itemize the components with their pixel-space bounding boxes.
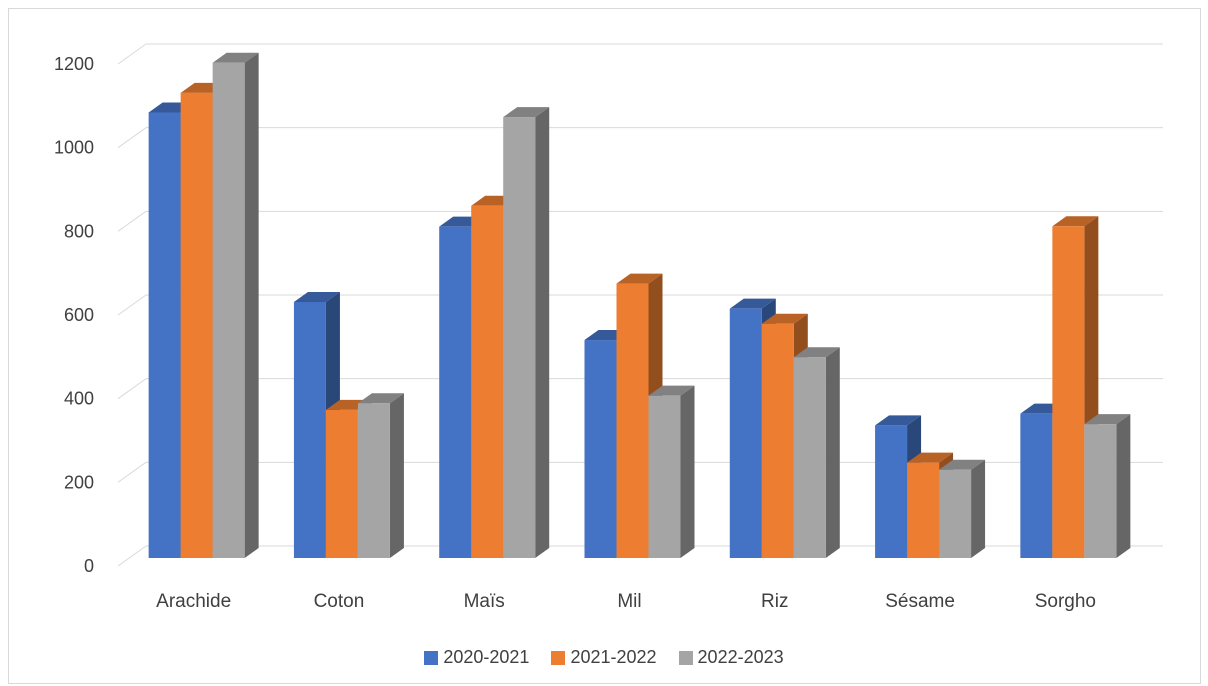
bar-top xyxy=(648,385,695,396)
y-tick-label: 1200 xyxy=(54,54,94,74)
bar-side xyxy=(535,107,550,559)
bar xyxy=(357,403,390,558)
y-tick-label: 0 xyxy=(84,556,94,576)
bar xyxy=(939,469,972,558)
bar xyxy=(907,462,940,558)
bar-top xyxy=(1052,216,1099,227)
x-tick-label: Sésame xyxy=(885,591,955,612)
x-tick-label: Coton xyxy=(314,591,365,612)
bar xyxy=(439,226,472,558)
gridline-diagonal xyxy=(117,294,147,316)
gridline-diagonal xyxy=(117,378,147,400)
x-tick-label: Mil xyxy=(617,591,641,612)
y-tick-label: 400 xyxy=(64,389,94,409)
legend-item: 2020-2021 xyxy=(424,647,529,668)
bar xyxy=(148,112,181,558)
y-tick-label: 200 xyxy=(64,472,94,492)
bar xyxy=(471,205,504,558)
bar xyxy=(648,395,681,558)
gridline-diagonal xyxy=(117,545,147,567)
bar-top xyxy=(293,291,340,302)
legend-swatch xyxy=(551,650,566,665)
bar-top xyxy=(503,107,550,118)
bar-side xyxy=(971,459,986,558)
bar xyxy=(325,409,358,558)
legend-item: 2022-2023 xyxy=(678,647,784,668)
legend: 2020-2021 2021-2022 2022-2023 xyxy=(0,647,1208,668)
y-axis-ticks: 0 200 400 600 800 1000 1200 xyxy=(54,54,94,576)
y-tick-label: 1000 xyxy=(54,138,94,158)
bar xyxy=(503,117,536,559)
bar-side xyxy=(1116,414,1131,558)
gridline-diagonal xyxy=(117,127,147,149)
bar xyxy=(729,308,762,558)
bar-top xyxy=(1084,414,1131,425)
legend-label: 2022-2023 xyxy=(697,647,784,667)
bar-top xyxy=(616,273,663,284)
gridline-diagonal xyxy=(117,43,147,65)
bar xyxy=(293,301,326,558)
bar xyxy=(1052,226,1085,559)
x-tick-label: Maïs xyxy=(464,591,505,612)
bar-side xyxy=(389,393,404,558)
legend-swatch xyxy=(678,650,693,665)
bar xyxy=(875,425,908,558)
gridline-diagonal xyxy=(117,210,147,232)
bar-top xyxy=(212,52,259,63)
bar-top xyxy=(939,459,986,470)
legend-swatch xyxy=(424,650,439,665)
bar xyxy=(793,357,826,558)
x-tick-label: Sorgho xyxy=(1035,591,1096,612)
bar-side xyxy=(244,52,259,559)
x-tick-label: Arachide xyxy=(156,591,231,612)
gridline-diagonal xyxy=(117,461,147,483)
bar xyxy=(180,92,213,559)
legend-label: 2021-2022 xyxy=(570,647,657,667)
bars xyxy=(148,52,1131,559)
y-tick-label: 600 xyxy=(64,305,94,325)
bar xyxy=(761,323,794,558)
bar-top xyxy=(761,313,808,324)
legend-label: 2020-2021 xyxy=(443,647,530,667)
y-tick-label: 800 xyxy=(64,221,94,241)
x-tick-label: Riz xyxy=(761,591,788,612)
bar-top xyxy=(729,298,776,309)
bar-top xyxy=(357,393,404,404)
bar xyxy=(1084,424,1117,558)
x-axis-labels: Arachide Coton Maïs Mil Riz Sésame Sorgho xyxy=(156,591,1096,612)
legend-item: 2021-2022 xyxy=(551,647,657,668)
bar-top xyxy=(875,415,922,426)
bar-side xyxy=(825,347,840,558)
bar xyxy=(212,62,245,559)
bar xyxy=(616,283,649,558)
bar xyxy=(1020,413,1053,558)
bar-side xyxy=(680,385,695,558)
bar-top xyxy=(907,452,954,463)
bar xyxy=(584,340,617,558)
bar-top xyxy=(793,347,840,358)
